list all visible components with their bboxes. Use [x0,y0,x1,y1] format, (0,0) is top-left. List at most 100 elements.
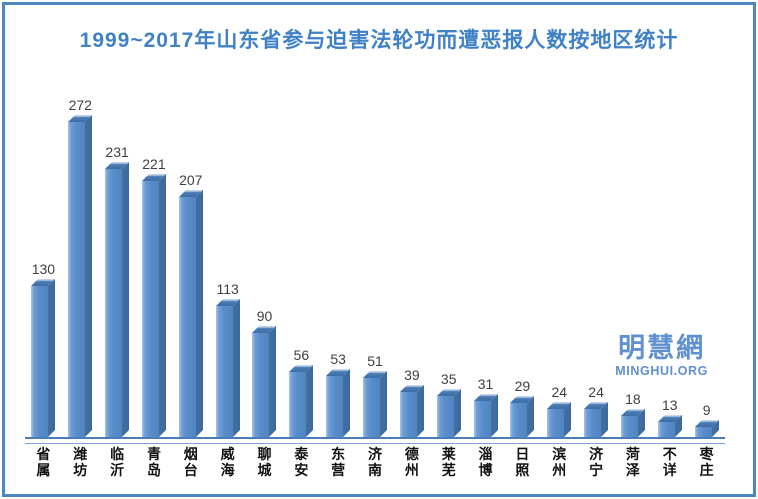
bar-3d [68,115,93,437]
category-label: 滨州 [552,446,567,479]
bar-side-face [158,174,166,437]
bar-column: 56 [283,348,320,437]
category-label: 菏泽 [625,446,640,479]
bar-front-face [473,401,491,437]
bar-3d [326,369,351,437]
category-label: 枣庄 [699,446,714,479]
plot-area: 130 272 231 221 207 113 90 56 53 51 39 35 31 29 24 24 18… [25,85,725,437]
bar-column: 272 [62,98,99,437]
bar-side-face [490,394,498,437]
bar-3d [436,389,461,437]
bar-side-face [564,402,572,437]
bar-front-face [68,122,86,437]
bar-3d [399,385,424,437]
category-label: 不详 [662,446,677,479]
bar-side-face [85,115,93,437]
bar-value-label: 31 [477,376,494,392]
bar-front-face [215,306,233,437]
bar-front-face [547,409,565,437]
bar-column: 13 [651,398,688,437]
bar-value-label: 24 [588,384,604,400]
bar-side-face [637,409,645,437]
bar-front-face [436,396,454,437]
bar-value-label: 207 [179,172,203,188]
bar-3d [620,409,645,437]
bar-column: 51 [357,354,394,437]
category-label: 济南 [368,446,383,479]
watermark-cjk-text: 明慧網 [618,333,706,363]
bar-front-face [252,333,270,437]
bar-side-face [195,190,203,437]
bar-front-face [584,409,602,437]
bar-column: 18 [615,392,652,437]
bar-value-label: 221 [142,156,166,172]
bar-front-face [399,392,417,437]
bar-column: 53 [320,352,357,437]
category-label: 潍坊 [73,446,88,479]
bar-3d [473,394,498,437]
category-label: 临沂 [110,446,125,479]
bar-front-face [326,376,344,437]
bar-side-face [416,385,424,437]
x-axis-line [25,437,725,444]
bar-column: 90 [246,309,283,437]
bar-side-face [269,326,277,437]
category-label: 淄博 [478,446,493,479]
bar-column: 39 [393,368,430,437]
bar-value-label: 51 [367,353,383,369]
bar-value-label: 9 [702,402,711,418]
category-label: 泰安 [294,446,309,479]
bar-front-face [141,181,159,437]
bar-3d [252,326,277,437]
bar-3d [584,402,609,437]
bar-front-face [510,403,528,437]
bar-value-label: 53 [330,351,346,367]
bar-side-face [306,365,314,437]
bar-3d [363,371,388,437]
bar-front-face [105,169,123,437]
bar-front-face [657,422,675,437]
bar-side-face [453,389,461,437]
bar-value-label: 56 [293,347,310,363]
bar-column: 29 [504,379,541,437]
x-axis-category-row: 省属 潍坊 临沂 青岛 烟台 威海 聊城 泰安 东营 济南 德州 莱芜 淄博 日照 滨州 济宁 菏泽 不详 枣庄 [25,446,725,478]
bar-3d [31,279,56,437]
bar-3d [105,162,130,437]
bar-column: 35 [430,372,467,437]
category-label: 济宁 [589,446,604,479]
bar-front-face [620,416,638,437]
category-label: 德州 [404,446,419,479]
bar-3d [215,299,240,437]
category-label: 莱芜 [441,446,456,479]
bar-value-label: 13 [661,397,678,413]
bar-3d [657,415,682,437]
bar-3d [289,365,314,437]
bar-side-face [122,162,130,437]
bar-3d [510,396,535,437]
bar-column: 9 [688,403,725,437]
bar-value-label: 29 [514,378,531,394]
bar-side-face [527,396,535,437]
watermark-latin-text: MINGHUI.ORG [615,364,708,379]
bar-column: 221 [136,157,173,437]
chart-title: 1999~2017年山东省参与迫害法轮功而遭恶报人数按地区统计 [79,29,679,52]
bar-value-label: 39 [404,367,420,383]
bar-value-label: 130 [31,261,56,277]
bar-value-label: 18 [625,391,641,407]
watermark: 明慧網 MINGHUI.ORG [615,333,708,379]
bar-column: 113 [209,282,246,437]
bar-value-label: 113 [216,281,239,297]
bar-side-face [601,402,609,437]
bar-3d [547,402,572,437]
bar-side-face [232,299,240,437]
bar-column: 24 [578,385,615,437]
category-label: 聊城 [257,446,272,479]
bar-front-face [31,286,49,437]
bar-column: 24 [541,385,578,437]
bar-value-label: 231 [105,144,129,160]
bar-front-face [289,372,307,437]
bar-front-face [694,427,712,437]
bar-side-face [48,279,56,437]
bar-3d [141,174,166,437]
